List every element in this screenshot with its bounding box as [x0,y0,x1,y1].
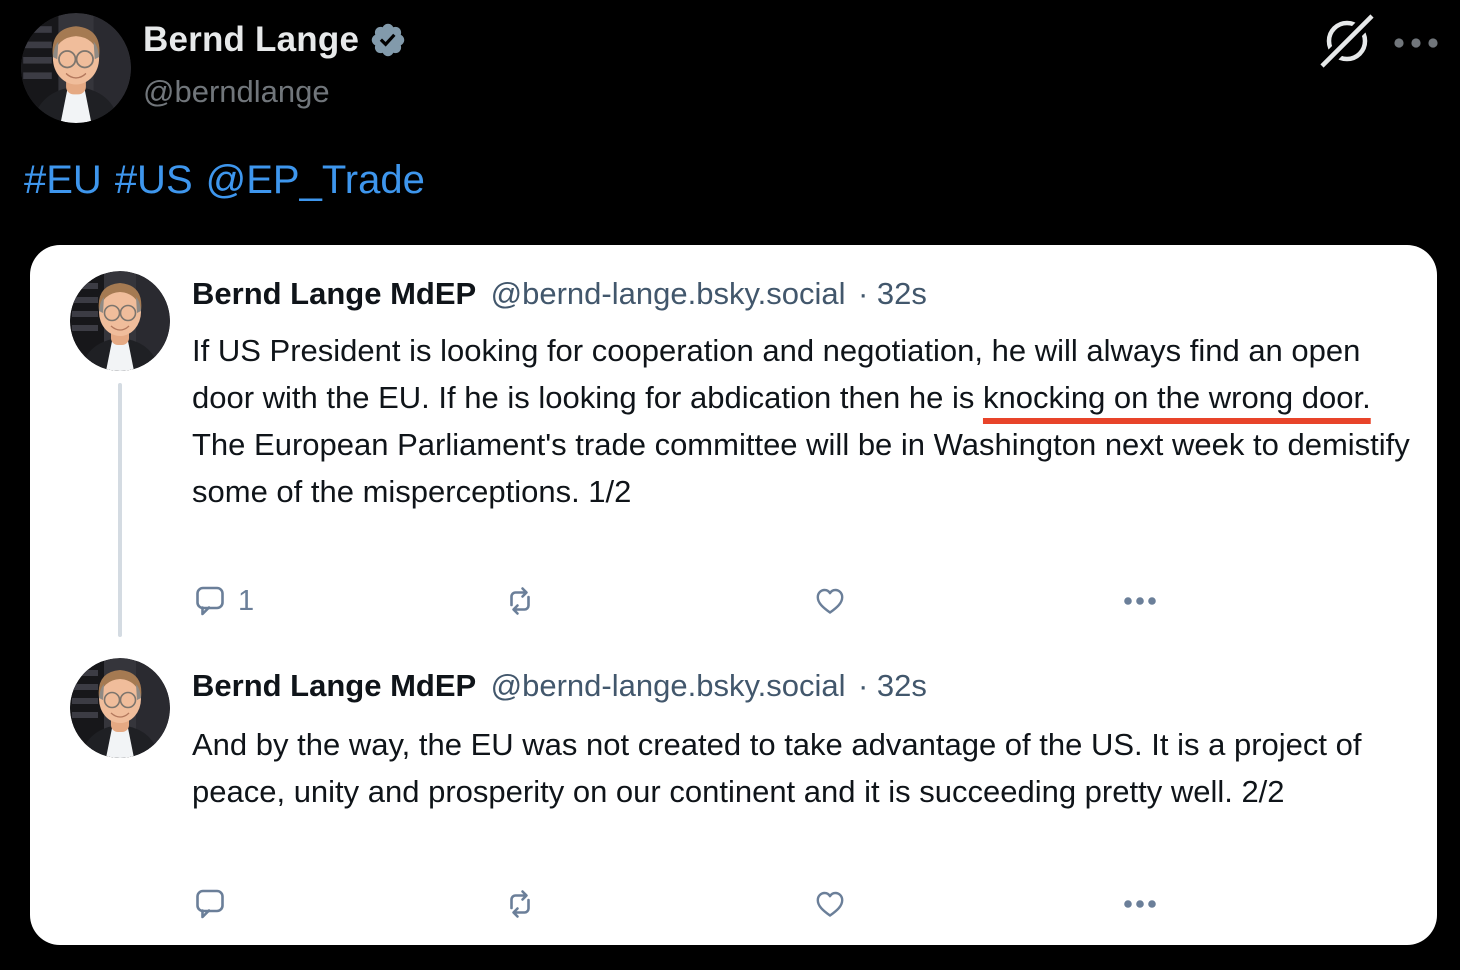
author-avatar[interactable] [21,13,131,123]
post-text-segment: The European Parliament's trade committe… [192,427,1410,509]
post-more-icon [1124,900,1156,908]
reply-count: 1 [238,584,255,617]
post-more-button[interactable] [1122,583,1158,619]
repost-button[interactable] [502,583,812,619]
repost-icon [510,890,530,918]
post-action-bar: 1 [192,583,1158,619]
reply-button[interactable]: 1 [192,583,502,619]
author-display-name[interactable]: Bernd Lange [143,20,360,59]
post-text-segment: If US President is looking for cooperati… [192,333,1361,415]
post-author-handle[interactable]: @bernd-lange.bsky.social [490,276,846,311]
post-text: If US President is looking for cooperati… [192,327,1420,515]
post-avatar[interactable] [70,658,170,758]
like-button[interactable] [812,583,1122,619]
post-timestamp: · 32s [857,668,927,703]
post-timestamp: · 32s [857,276,927,311]
post-author-handle[interactable]: @bernd-lange.bsky.social [490,668,846,703]
post-author-name[interactable]: Bernd Lange MdEP [192,668,477,703]
heart-icon [816,891,844,917]
hashtag-us-link[interactable]: #US [114,158,193,202]
post-text-segment: And by the way, the EU was not created t… [192,727,1362,809]
bluesky-embed-card[interactable]: Bernd Lange MdEP @bernd-lange.bsky.socia… [30,245,1437,945]
verified-badge-icon [371,23,405,57]
hashtag-eu-link[interactable]: #EU [24,158,102,202]
post-avatar[interactable] [70,271,170,371]
profile-photo [70,658,170,758]
profile-photo [70,271,170,371]
heart-icon [816,588,844,614]
reply-icon [196,889,224,919]
reply-button[interactable] [192,886,502,922]
tweet-text: #EU #US @EP_Trade [24,158,438,203]
grok-icon[interactable] [1318,10,1378,70]
repost-button[interactable] [502,886,812,922]
post-header: Bernd Lange MdEP @bernd-lange.bsky.socia… [192,276,927,312]
like-button[interactable] [812,886,1122,922]
thread-connector-line [118,383,122,637]
post-action-bar [192,886,1158,922]
post-more-button[interactable] [1122,886,1158,922]
post-more-icon [1124,597,1156,605]
repost-icon [510,587,530,615]
profile-photo [21,13,131,123]
mention-ep-trade-link[interactable]: @EP_Trade [205,158,425,202]
author-name-row: Bernd Lange [143,20,407,60]
author-handle[interactable]: @berndlange [143,74,330,109]
reply-icon [196,586,224,616]
post-text: And by the way, the EU was not created t… [192,721,1420,815]
post-header: Bernd Lange MdEP @bernd-lange.bsky.socia… [192,668,927,704]
more-options-icon[interactable] [1392,36,1440,50]
underlined-phrase: knocking on the wrong door. [982,380,1371,415]
post-author-name[interactable]: Bernd Lange MdEP [192,276,477,311]
